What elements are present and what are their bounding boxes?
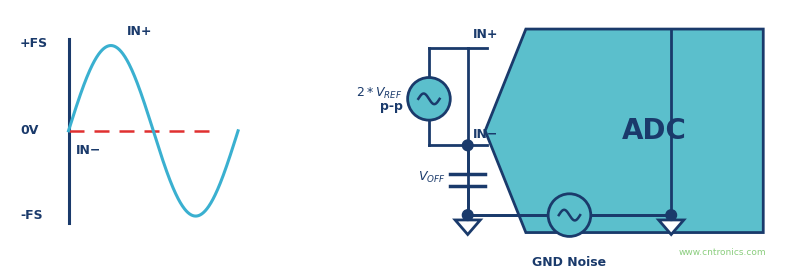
- Text: -FS: -FS: [20, 209, 43, 222]
- Polygon shape: [659, 220, 684, 234]
- Circle shape: [666, 210, 676, 220]
- Text: IN+: IN+: [127, 25, 152, 38]
- Circle shape: [462, 210, 473, 220]
- Text: ADC: ADC: [622, 117, 687, 145]
- Circle shape: [462, 140, 473, 151]
- Text: 0V: 0V: [20, 124, 38, 137]
- Text: +FS: +FS: [20, 37, 48, 50]
- Text: IN−: IN−: [76, 144, 102, 157]
- Text: www.cntronics.com: www.cntronics.com: [679, 248, 766, 257]
- Text: GND Noise: GND Noise: [532, 256, 607, 269]
- Text: IN−: IN−: [473, 129, 498, 141]
- Text: p-p: p-p: [380, 100, 403, 113]
- Polygon shape: [455, 220, 481, 234]
- Circle shape: [408, 77, 450, 120]
- Polygon shape: [485, 29, 763, 232]
- Text: IN+: IN+: [473, 28, 498, 41]
- Text: $V_{OFF}$: $V_{OFF}$: [418, 170, 446, 185]
- Text: $2*V_{REF}$: $2*V_{REF}$: [356, 86, 403, 100]
- Circle shape: [548, 194, 591, 237]
